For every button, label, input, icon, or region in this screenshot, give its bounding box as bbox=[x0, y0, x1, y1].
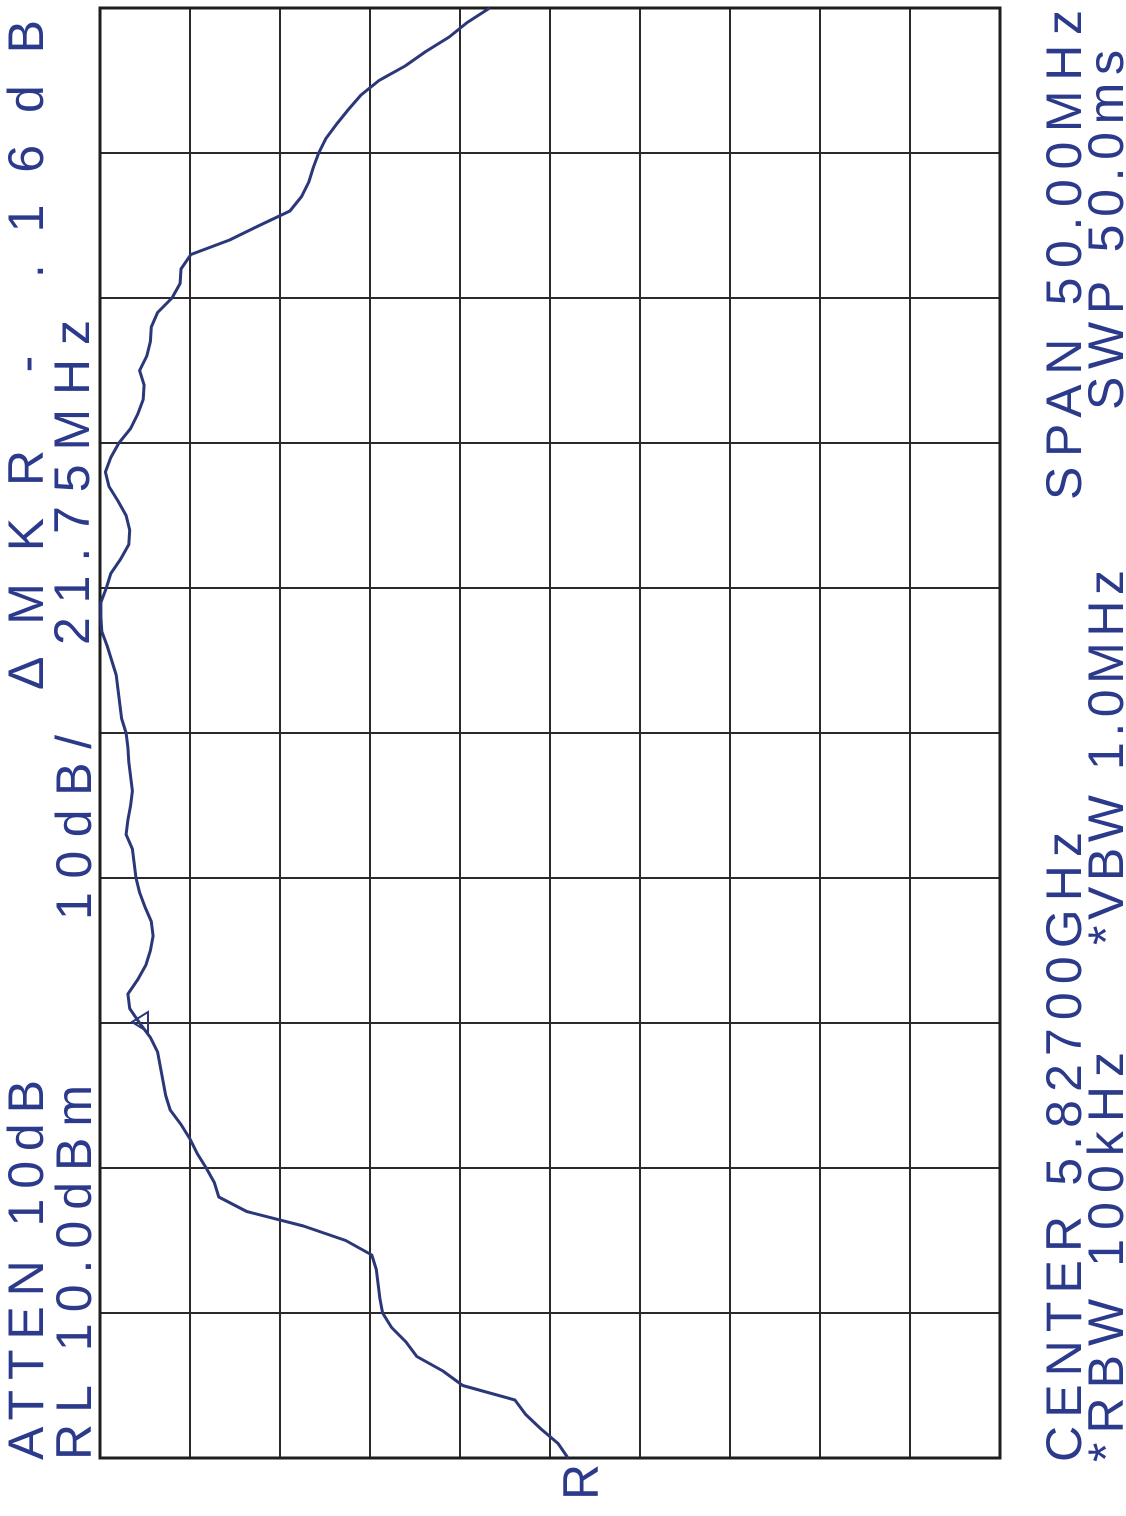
rbw-label: *RBW 100kHz bbox=[1078, 1052, 1126, 1462]
ref-level-label: RL 10.0dBm bbox=[46, 1085, 102, 1460]
marker-freq-label: 21.75MHz bbox=[44, 320, 100, 645]
ref-marker-label: R bbox=[553, 1464, 609, 1500]
sweep-label: SWP 50.0ms bbox=[1078, 50, 1126, 410]
span-label: SPAN 50.00MHz bbox=[1036, 10, 1092, 500]
plot-frame bbox=[98, 6, 1002, 1460]
grid bbox=[98, 6, 1002, 1460]
annotations: ATTEN 10dB RL 10.0dBm 10dB/ ΔMKR - .16dB… bbox=[0, 10, 1126, 1500]
trace bbox=[99, 6, 570, 1459]
delta-marker bbox=[130, 1010, 149, 1034]
center-label: CENTER 5.82700GHz bbox=[1036, 832, 1092, 1462]
atten-label: ATTEN 10dB bbox=[0, 1080, 54, 1460]
scale-label: 10dB/ bbox=[46, 735, 102, 920]
vbw-label: *VBW 1.0MHz bbox=[1078, 570, 1126, 945]
